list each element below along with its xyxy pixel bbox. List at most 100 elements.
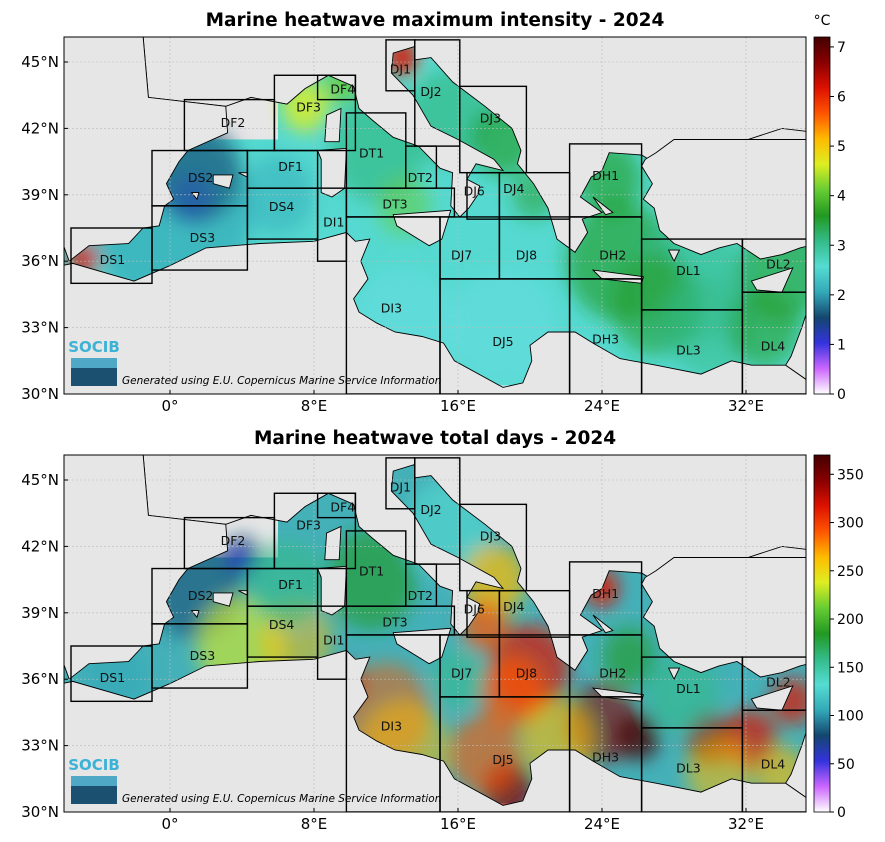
colorbar: 350 300 250 200 150 100 50 0 bbox=[813, 454, 864, 821]
x-tick-label: 16°E bbox=[440, 397, 476, 415]
region-label: DS3 bbox=[190, 230, 216, 245]
colorbar: 7 6 5 4 3 2 1 0 °C bbox=[813, 13, 846, 403]
x-tick-label: 24°E bbox=[584, 815, 620, 833]
region-box bbox=[466, 589, 501, 638]
colorbar-tick-label: 300 bbox=[837, 516, 864, 532]
region-label: DT1 bbox=[359, 146, 384, 161]
region-label: DH1 bbox=[592, 168, 619, 183]
region-label: DL2 bbox=[766, 674, 791, 689]
region-label: DF3 bbox=[296, 99, 321, 114]
region-label: DH1 bbox=[592, 586, 619, 601]
region-box bbox=[345, 605, 456, 636]
region-label: DJ1 bbox=[390, 62, 411, 77]
region-label: DF1 bbox=[278, 577, 303, 592]
grid bbox=[64, 37, 806, 394]
region-label: DJ2 bbox=[420, 84, 441, 99]
region-label: DF3 bbox=[296, 517, 321, 532]
x-tick-label: 32°E bbox=[728, 397, 764, 415]
y-tick-label: 42°N bbox=[21, 119, 59, 137]
region-label: DL2 bbox=[766, 256, 791, 271]
socib-logo: SOCIB bbox=[68, 338, 120, 386]
region-label: DJ6 bbox=[464, 183, 485, 198]
logo-text: SOCIB bbox=[68, 756, 120, 774]
region-label: DS3 bbox=[190, 648, 216, 663]
region-label: DI3 bbox=[381, 719, 402, 734]
colorbar-tick-label: 0 bbox=[837, 805, 846, 821]
map-area bbox=[64, 37, 806, 394]
y-tick-label: 33°N bbox=[21, 737, 59, 755]
x-tick-label: 32°E bbox=[728, 815, 764, 833]
region-box bbox=[741, 709, 806, 812]
logo-text: SOCIB bbox=[68, 338, 120, 356]
region-box bbox=[316, 74, 357, 101]
y-tick-label: 39°N bbox=[21, 186, 59, 204]
region-label: DJ4 bbox=[503, 599, 524, 614]
socib-logo: SOCIB bbox=[68, 756, 120, 804]
colorbar-tick-label: 5 bbox=[837, 139, 846, 155]
y-tick-label: 45°N bbox=[21, 53, 59, 71]
x-tick-label: 0° bbox=[161, 397, 178, 415]
region-label: DL1 bbox=[676, 263, 701, 278]
region-label: DH2 bbox=[599, 666, 626, 681]
region-label: DI3 bbox=[381, 301, 402, 316]
colorbar-tick-label: 50 bbox=[837, 757, 855, 773]
x-tick-label: 24°E bbox=[584, 397, 620, 415]
region-label: DF4 bbox=[330, 500, 355, 515]
y-tick-label: 30°N bbox=[21, 385, 59, 403]
region-label: DS2 bbox=[188, 170, 214, 185]
x-tick-label: 16°E bbox=[440, 815, 476, 833]
map-frame bbox=[63, 454, 807, 813]
region-label: DS1 bbox=[100, 252, 126, 267]
y-tick-label: 39°N bbox=[21, 604, 59, 622]
map-title: Marine heatwave maximum intensity - 2024 bbox=[205, 10, 665, 31]
y-tick-label: 36°N bbox=[21, 670, 59, 688]
region-label: DL4 bbox=[761, 338, 786, 353]
region-label: DJ7 bbox=[451, 248, 472, 263]
region-label: DT3 bbox=[382, 615, 407, 630]
region-label: DJ6 bbox=[464, 601, 485, 616]
colorbar-tick-label: 2 bbox=[837, 288, 846, 304]
region-label: DJ7 bbox=[451, 666, 472, 681]
colorbar-tick-label: 3 bbox=[837, 238, 846, 254]
x-tick-label: 8°E bbox=[301, 815, 328, 833]
region-label: DI1 bbox=[323, 632, 344, 647]
intensity-map-panel: Marine heatwave maximum intensity - 2024… bbox=[0, 0, 885, 420]
colorbar-tick-label: 150 bbox=[837, 660, 864, 676]
region-label: DL1 bbox=[676, 681, 701, 696]
region-label: DL4 bbox=[761, 756, 786, 771]
colorbar-tick-label: 200 bbox=[837, 612, 864, 628]
coastline bbox=[64, 455, 806, 812]
region-label: DJ3 bbox=[480, 110, 501, 125]
colorbar-tick-label: 0 bbox=[837, 387, 846, 403]
y-tick-label: 36°N bbox=[21, 252, 59, 270]
colorbar-tick-label: 250 bbox=[837, 564, 864, 580]
colorbar-tick-label: 7 bbox=[837, 40, 846, 56]
region-box bbox=[316, 492, 357, 519]
region-label: DJ4 bbox=[503, 181, 524, 196]
region-box bbox=[741, 291, 806, 394]
colorbar-unit: °C bbox=[814, 13, 831, 29]
days-map-panel: Marine heatwave total days - 2024 DS1 DS2… bbox=[0, 418, 885, 838]
colorbar-tick-label: 350 bbox=[837, 467, 864, 483]
region-label: DT2 bbox=[408, 588, 433, 603]
y-tick-label: 42°N bbox=[21, 537, 59, 555]
region-label: DH3 bbox=[592, 332, 619, 347]
map-title: Marine heatwave total days - 2024 bbox=[253, 428, 617, 449]
y-tick-label: 33°N bbox=[21, 319, 59, 337]
y-tick-label: 45°N bbox=[21, 471, 59, 489]
region-label: DF2 bbox=[221, 115, 246, 130]
region-label: DJ1 bbox=[390, 480, 411, 495]
region-label: DJ8 bbox=[516, 666, 537, 681]
region-label: DJ8 bbox=[516, 248, 537, 263]
credit-text: Generated using E.U. Copernicus Marine S… bbox=[122, 793, 441, 805]
region-label: DL3 bbox=[676, 343, 701, 358]
colorbar-tick-label: 4 bbox=[837, 189, 846, 205]
x-tick-label: 8°E bbox=[301, 397, 328, 415]
region-label: DF2 bbox=[221, 533, 246, 548]
map-frame bbox=[63, 36, 807, 395]
coastline bbox=[64, 37, 806, 394]
region-label: DJ2 bbox=[420, 502, 441, 517]
